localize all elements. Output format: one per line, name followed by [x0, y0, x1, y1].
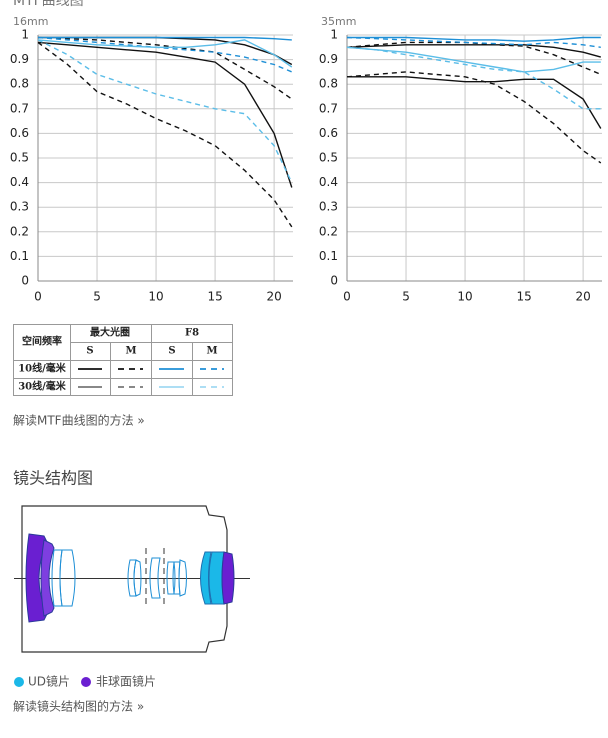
legend-label: 非球面镜片 — [96, 674, 156, 689]
y-tick-label: 0.7 — [10, 101, 29, 115]
table-header: 空间频率 — [22, 335, 62, 348]
section-title: 镜头结构图 — [13, 469, 93, 488]
table-subheader: S — [168, 346, 175, 357]
x-tick-label: 5 — [93, 290, 101, 304]
x-tick-label: 0 — [34, 290, 42, 304]
table-subheader: S — [86, 346, 93, 357]
y-tick-label: 0.9 — [319, 52, 338, 66]
y-tick-label: 0.1 — [10, 249, 29, 263]
y-tick-label: 1 — [21, 28, 29, 42]
table-header: F8 — [185, 328, 199, 339]
y-tick-label: 0.5 — [10, 151, 29, 165]
series-line — [347, 36, 601, 42]
y-tick-label: 0.1 — [319, 249, 338, 263]
y-tick-label: 0.2 — [10, 224, 29, 238]
series-line — [38, 36, 292, 41]
y-tick-label: 0.8 — [319, 77, 338, 91]
table-row-label: 10线/毫米 — [18, 362, 67, 375]
lens-link[interactable]: 解读镜头结构图的方法 » — [13, 699, 144, 714]
table-subheader: M — [125, 346, 136, 357]
x-tick-label: 20 — [266, 290, 281, 304]
legend-table — [13, 324, 233, 396]
series-line — [346, 46, 601, 110]
chart-title: 16mm — [13, 15, 48, 28]
y-tick-label: 0.3 — [10, 200, 29, 214]
x-tick-label: 5 — [402, 290, 410, 304]
y-tick-label: 0.3 — [319, 200, 338, 214]
y-tick-label: 0.8 — [10, 77, 29, 91]
y-tick-label: 0.7 — [319, 101, 338, 115]
y-tick-label: 0.9 — [10, 52, 29, 66]
series-line — [346, 41, 602, 76]
series-line — [38, 36, 293, 66]
y-tick-label: 1 — [330, 28, 338, 42]
x-tick-label: 10 — [148, 290, 163, 304]
x-tick-label: 15 — [207, 290, 222, 304]
series-line — [37, 36, 293, 100]
y-tick-label: 0.2 — [319, 224, 338, 238]
table-header: 最大光圈 — [90, 326, 130, 339]
lens-diagram — [14, 505, 250, 653]
legend-dot — [14, 677, 24, 687]
y-tick-label: 0.5 — [319, 151, 338, 165]
series-line — [37, 39, 293, 68]
x-tick-label: 0 — [343, 290, 351, 304]
x-tick-label: 10 — [457, 290, 472, 304]
y-tick-label: 0.4 — [10, 175, 29, 189]
x-tick-label: 15 — [516, 290, 531, 304]
y-tick-label: 0.4 — [319, 175, 338, 189]
y-tick-label: 0.6 — [10, 126, 29, 140]
series-line — [346, 44, 601, 58]
series-line — [37, 41, 293, 228]
y-tick-label: 0 — [21, 274, 29, 288]
series-line — [346, 46, 601, 73]
series-line — [37, 41, 293, 188]
table-row-label: 30线/毫米 — [18, 380, 67, 393]
legend-label: UD镜片 — [28, 674, 70, 689]
series-line — [37, 39, 293, 183]
legend-dot — [81, 677, 91, 687]
table-subheader: M — [206, 346, 217, 357]
chart-title: 35mm — [321, 15, 356, 28]
y-tick-label: 0.6 — [319, 126, 338, 140]
x-tick-label: 20 — [575, 290, 590, 304]
y-tick-label: 0 — [330, 274, 338, 288]
heading: MTF曲线图 — [13, 0, 84, 9]
series-line — [347, 76, 602, 129]
mtf-link[interactable]: 解读MTF曲线图的方法 » — [13, 413, 145, 428]
